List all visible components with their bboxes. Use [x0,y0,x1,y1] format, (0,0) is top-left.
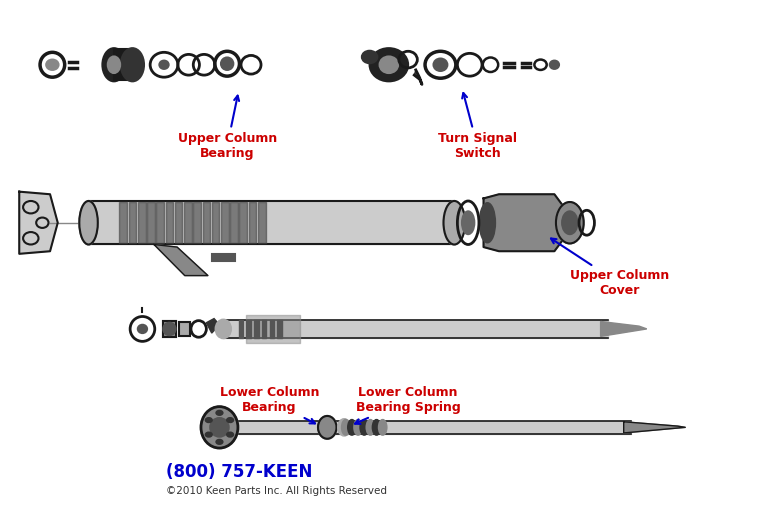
Ellipse shape [216,320,231,338]
Ellipse shape [444,201,465,244]
Text: Lower Column
Bearing Spring: Lower Column Bearing Spring [355,386,460,424]
Ellipse shape [556,202,584,243]
Polygon shape [19,192,58,254]
Text: Turn Signal
Switch: Turn Signal Switch [438,93,517,160]
Ellipse shape [227,433,233,437]
Ellipse shape [210,418,229,437]
Ellipse shape [550,61,559,69]
Ellipse shape [360,420,368,435]
Ellipse shape [434,59,447,71]
Ellipse shape [138,325,147,333]
Ellipse shape [227,418,233,422]
Polygon shape [206,319,219,333]
Ellipse shape [338,419,350,436]
Ellipse shape [201,407,238,448]
Ellipse shape [602,324,614,334]
Ellipse shape [221,57,233,70]
Ellipse shape [370,48,408,81]
Ellipse shape [216,440,223,444]
Bar [179,322,190,336]
Polygon shape [624,422,685,433]
Text: ©2010 Keen Parts Inc. All Rights Reserved: ©2010 Keen Parts Inc. All Rights Reserve… [166,486,387,496]
Ellipse shape [318,416,336,439]
Bar [114,49,132,80]
Ellipse shape [354,420,362,435]
Ellipse shape [373,420,380,435]
Polygon shape [601,322,647,336]
Ellipse shape [342,420,350,435]
Ellipse shape [46,60,59,70]
Polygon shape [414,70,422,84]
Ellipse shape [159,61,169,69]
Bar [163,321,176,337]
Ellipse shape [163,323,176,335]
Bar [179,322,190,336]
Polygon shape [484,194,562,251]
Ellipse shape [108,56,120,73]
Ellipse shape [206,418,212,422]
Ellipse shape [206,433,212,437]
Ellipse shape [379,420,387,435]
Text: (800) 757-KEEN: (800) 757-KEEN [166,463,312,481]
Text: Upper Column
Cover: Upper Column Cover [551,238,669,297]
Ellipse shape [380,56,398,73]
Ellipse shape [362,51,377,63]
Ellipse shape [562,211,578,234]
Bar [212,254,235,262]
Text: Upper Column
Bearing: Upper Column Bearing [178,96,276,160]
Ellipse shape [480,203,495,242]
Ellipse shape [216,411,223,415]
Bar [163,321,176,337]
Polygon shape [154,244,208,276]
Ellipse shape [79,201,98,244]
Ellipse shape [348,420,356,435]
Ellipse shape [102,48,126,81]
Ellipse shape [462,211,474,234]
Ellipse shape [121,48,144,81]
Ellipse shape [367,420,374,435]
Text: Lower Column
Bearing: Lower Column Bearing [219,386,320,423]
